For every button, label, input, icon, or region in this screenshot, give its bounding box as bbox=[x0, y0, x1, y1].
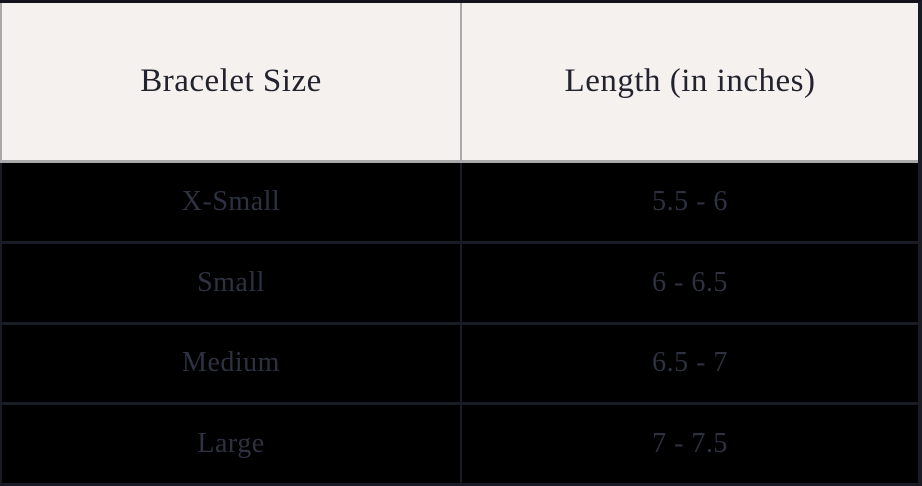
column-header-bracelet-size: Bracelet Size bbox=[140, 63, 322, 99]
length-cell: 6 - 6.5 bbox=[460, 243, 918, 322]
length-cell: 6.5 - 7 bbox=[460, 324, 918, 403]
length-cell: 7 - 7.5 bbox=[460, 405, 918, 483]
size-cell: Small bbox=[197, 266, 265, 298]
table-row: X-Small 5.5 - 6 bbox=[2, 163, 918, 241]
table-body: X-Small 5.5 - 6 Small 6 - 6.5 Medium 6.5… bbox=[0, 163, 918, 483]
length-cell: 5.5 - 6 bbox=[460, 163, 918, 241]
size-cell: X-Small bbox=[181, 185, 281, 217]
table-row: Large 7 - 7.5 bbox=[2, 402, 918, 483]
table-row: Medium 6.5 - 7 bbox=[2, 321, 918, 403]
size-cell: Medium bbox=[182, 347, 280, 379]
table-header-row: Bracelet Size Length (in inches) bbox=[0, 3, 918, 163]
table-row: Small 6 - 6.5 bbox=[2, 240, 918, 322]
column-header-length: Length (in inches) bbox=[460, 3, 918, 160]
size-cell: Large bbox=[197, 428, 265, 460]
